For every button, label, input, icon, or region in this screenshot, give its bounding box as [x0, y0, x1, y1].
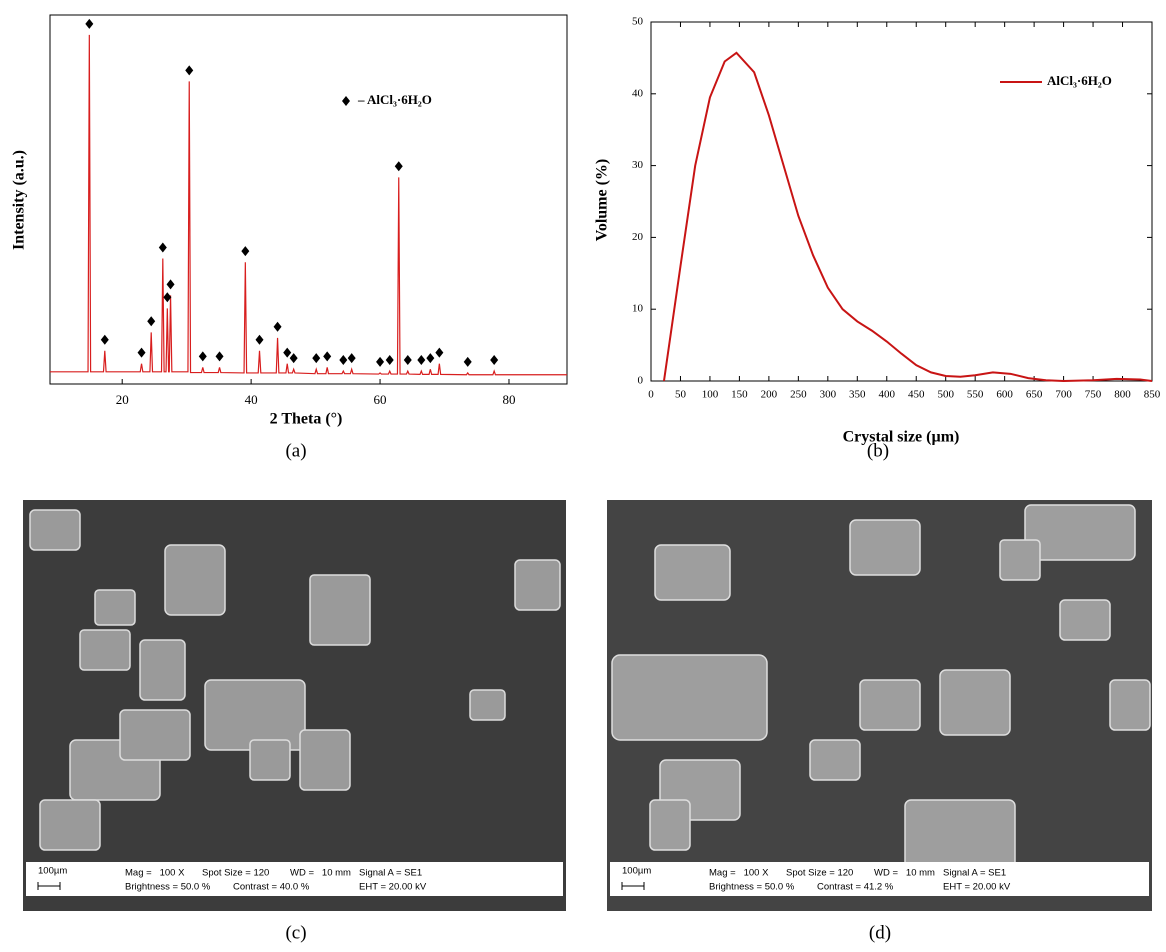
peak-marker	[274, 322, 282, 332]
info-text: Brightness = 50.0 %	[125, 882, 211, 893]
peak-marker	[323, 351, 331, 361]
peak-marker	[490, 355, 498, 365]
peak-marker	[417, 355, 425, 365]
info-text: Contrast = 40.0 %	[233, 882, 310, 893]
x-tick-label: 40	[245, 392, 258, 407]
peak-marker	[464, 357, 472, 367]
y-axis-title: Intensity (a.u.)	[11, 150, 28, 250]
scale-label: 100µm	[38, 866, 67, 877]
info-text: WD = 10 mm	[874, 868, 935, 879]
panel-label: (b)	[867, 440, 889, 461]
x-tick-label: 800	[1114, 389, 1131, 401]
peak-marker	[138, 348, 146, 358]
info-text: Spot Size = 120	[202, 868, 269, 879]
x-tick-label: 600	[996, 389, 1013, 401]
x-tick-label: 650	[1026, 389, 1043, 401]
panel-label: (a)	[285, 440, 306, 461]
x-tick-label: 80	[502, 392, 515, 407]
x-tick-label: 450	[908, 389, 925, 401]
sem-panel-d: 100µm Mag = 100 X Spot Size = 120 WD = 1…	[607, 500, 1152, 911]
y-tick-label: 50	[632, 16, 644, 28]
peak-marker	[85, 19, 93, 29]
x-tick-label: 60	[374, 392, 387, 407]
peak-marker	[404, 355, 412, 365]
y-tick-label: 10	[632, 303, 644, 315]
info-text: Signal A = SE1	[943, 868, 1006, 879]
x-tick-label: 300	[820, 389, 837, 401]
x-axis-title: 2 Theta (°)	[270, 411, 343, 428]
plot-frame	[50, 15, 567, 384]
sem-panel-c: 100µm Mag = 100 X Spot Size = 120 WD = 1…	[23, 500, 566, 911]
peak-marker	[339, 355, 347, 365]
x-tick-label: 200	[761, 389, 778, 401]
peak-marker	[101, 335, 109, 345]
peak-marker	[426, 353, 434, 363]
x-tick-label: 500	[937, 389, 954, 401]
x-axis-title: Crystal size (µm)	[843, 429, 960, 446]
legend-label: AlCl₃·6H₂O	[1047, 73, 1112, 88]
peak-marker	[241, 246, 249, 256]
y-tick-label: 40	[632, 87, 644, 99]
info-text: Mag = 100 X	[709, 868, 769, 879]
x-tick-label: 700	[1055, 389, 1072, 401]
peak-marker	[312, 353, 320, 363]
data-line	[664, 53, 1152, 381]
peak-marker	[290, 353, 298, 363]
legend-label: – AlCl₃·6H₂O	[357, 92, 432, 107]
info-text: Spot Size = 120	[786, 868, 853, 879]
peak-marker	[386, 355, 394, 365]
x-tick-label: 400	[879, 389, 896, 401]
panel-label: (d)	[869, 922, 891, 943]
scale-label: 100µm	[622, 866, 651, 877]
legend-marker	[342, 96, 350, 106]
x-tick-label: 100	[702, 389, 719, 401]
x-tick-label: 250	[790, 389, 807, 401]
peak-marker	[256, 335, 264, 345]
peak-marker	[435, 348, 443, 358]
info-text: EHT = 20.00 kV	[359, 882, 427, 893]
y-tick-label: 0	[638, 375, 644, 387]
x-tick-label: 350	[849, 389, 866, 401]
peak-marker	[216, 351, 224, 361]
figure: 100µm Mag = 100 X Spot Size = 120 WD = 1…	[0, 0, 1166, 952]
peak-marker	[283, 348, 291, 358]
data-line	[50, 35, 567, 375]
panel-label: (c)	[285, 922, 306, 943]
info-text: Brightness = 50.0 %	[709, 882, 795, 893]
x-tick-label: 20	[116, 392, 129, 407]
info-text: Contrast = 41.2 %	[817, 882, 894, 893]
x-tick-label: 550	[967, 389, 984, 401]
peak-marker	[348, 353, 356, 363]
peak-marker	[395, 161, 403, 171]
info-text: WD = 10 mm	[290, 868, 351, 879]
y-tick-label: 30	[632, 159, 644, 171]
info-text: EHT = 20.00 kV	[943, 882, 1011, 893]
peak-marker	[376, 357, 384, 367]
y-tick-label: 20	[632, 231, 644, 243]
peak-marker	[185, 65, 193, 75]
x-tick-label: 0	[648, 389, 654, 401]
y-axis-title: Volume (%)	[594, 159, 611, 242]
x-tick-label: 150	[731, 389, 748, 401]
peak-marker	[167, 279, 175, 289]
x-tick-label: 750	[1085, 389, 1102, 401]
info-text: Signal A = SE1	[359, 868, 422, 879]
x-tick-label: 850	[1144, 389, 1161, 401]
peak-marker	[199, 351, 207, 361]
peak-marker	[147, 316, 155, 326]
info-text: Mag = 100 X	[125, 868, 185, 879]
peak-marker	[159, 242, 167, 252]
x-tick-label: 50	[675, 389, 687, 401]
